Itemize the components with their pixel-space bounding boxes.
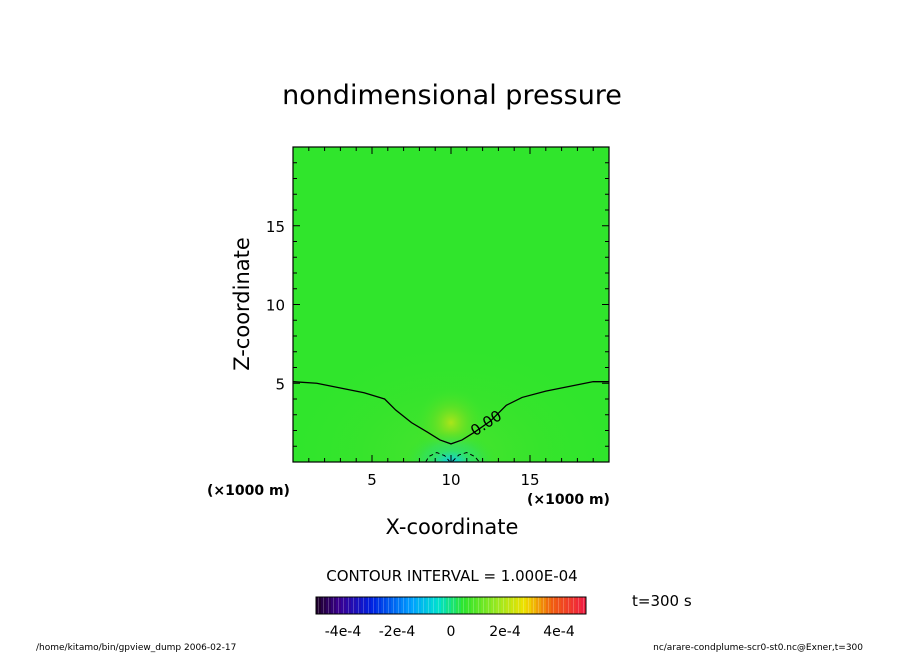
contour-negative-0 xyxy=(425,452,450,462)
colorbar-cell xyxy=(566,597,572,614)
colorbar-cell xyxy=(416,597,422,614)
colorbar-cell xyxy=(426,597,432,614)
colorbar-cell xyxy=(356,597,362,614)
colorbar-cell xyxy=(496,597,502,614)
colorbar-cell xyxy=(481,597,487,614)
colorbar-cell xyxy=(376,597,382,614)
colorbar-cell xyxy=(486,597,492,614)
colorbar-cell xyxy=(561,597,567,614)
colorbar-cell xyxy=(396,597,402,614)
colorbar-cell xyxy=(541,597,547,614)
colorbar-cell xyxy=(521,597,527,614)
colorbar xyxy=(315,596,587,615)
colorbar-cell xyxy=(371,597,377,614)
colorbar-cell xyxy=(366,597,372,614)
colorbar-cell xyxy=(516,597,522,614)
colorbar-cell xyxy=(336,597,342,614)
y-tick-label: 5 xyxy=(275,375,285,393)
x-axis-label: X-coordinate xyxy=(386,515,519,539)
footer-left: /home/kitamo/bin/gpview_dump 2006-02-17 xyxy=(36,643,236,653)
plot-area: 5 10 15 5 10 15 xyxy=(266,146,610,489)
colorbar-cell xyxy=(321,597,327,614)
contour-interval-text: CONTOUR INTERVAL = 1.000E-04 xyxy=(326,567,577,585)
colorbar-labels: -4e-4 -2e-4 0 2e-4 4e-4 xyxy=(325,624,575,640)
colorbar-cell xyxy=(451,597,457,614)
colorbar-cell xyxy=(466,597,472,614)
colorbar-cell xyxy=(381,597,387,614)
colorbar-cell xyxy=(391,597,397,614)
colorbar-cell xyxy=(471,597,477,614)
colorbar-cell xyxy=(576,597,582,614)
colorbar-cell xyxy=(546,597,552,614)
colorbar-cell xyxy=(476,597,482,614)
colorbar-cell xyxy=(461,597,467,614)
colorbar-tick-label: 4e-4 xyxy=(543,624,575,640)
y-axis-label: Z-coordinate xyxy=(230,237,254,371)
colorbar-cell xyxy=(581,597,587,614)
colorbar-cell xyxy=(536,597,542,614)
z-unit-label: (×1000 m) xyxy=(207,483,290,499)
chart-title: nondimensional pressure xyxy=(282,80,622,111)
colorbar-cell xyxy=(526,597,532,614)
colorbar-tick-label: 0 xyxy=(447,624,456,640)
colorbar-cell xyxy=(326,597,332,614)
colorbar-cell xyxy=(551,597,557,614)
colorbar-cell xyxy=(431,597,437,614)
x-tick-label: 10 xyxy=(441,471,460,489)
colorbar-cell xyxy=(506,597,512,614)
colorbar-cell xyxy=(531,597,537,614)
colorbar-cell xyxy=(346,597,352,614)
colorbar-cell xyxy=(386,597,392,614)
colorbar-tick-label: -4e-4 xyxy=(325,624,362,640)
x-tick-label: 5 xyxy=(367,471,377,489)
colorbar-tick-label: -2e-4 xyxy=(379,624,416,640)
contour-zero-line xyxy=(293,381,609,445)
colorbar-cell xyxy=(331,597,337,614)
time-label: t=300 s xyxy=(632,592,692,610)
colorbar-cell xyxy=(341,597,347,614)
contour-negative-1 xyxy=(452,452,480,462)
colorbar-cell xyxy=(491,597,497,614)
colorbar-cell xyxy=(456,597,462,614)
colorbar-cell xyxy=(571,597,577,614)
colorbar-cell xyxy=(501,597,507,614)
colorbar-frame xyxy=(315,596,587,615)
colorbar-cell xyxy=(421,597,427,614)
colorbar-cell xyxy=(406,597,412,614)
y-tick-label: 10 xyxy=(266,297,285,315)
x-tick-label: 15 xyxy=(520,471,539,489)
colorbar-cell xyxy=(316,597,322,614)
colorbar-cell xyxy=(446,597,452,614)
colorbar-cell xyxy=(441,597,447,614)
footer-right: nc/arare-condplume-scr0-st0.nc@Exner,t=3… xyxy=(653,643,863,653)
colorbar-cell xyxy=(361,597,367,614)
x-unit-label: (×1000 m) xyxy=(527,492,610,508)
colorbar-cell xyxy=(351,597,357,614)
y-tick-label: 15 xyxy=(266,218,285,236)
colorbar-cell xyxy=(556,597,562,614)
shade-base xyxy=(403,430,499,462)
colorbar-cell xyxy=(411,597,417,614)
colorbar-cell xyxy=(401,597,407,614)
colorbar-cell xyxy=(511,597,517,614)
colorbar-tick-label: 2e-4 xyxy=(489,624,521,640)
colorbar-cell xyxy=(436,597,442,614)
